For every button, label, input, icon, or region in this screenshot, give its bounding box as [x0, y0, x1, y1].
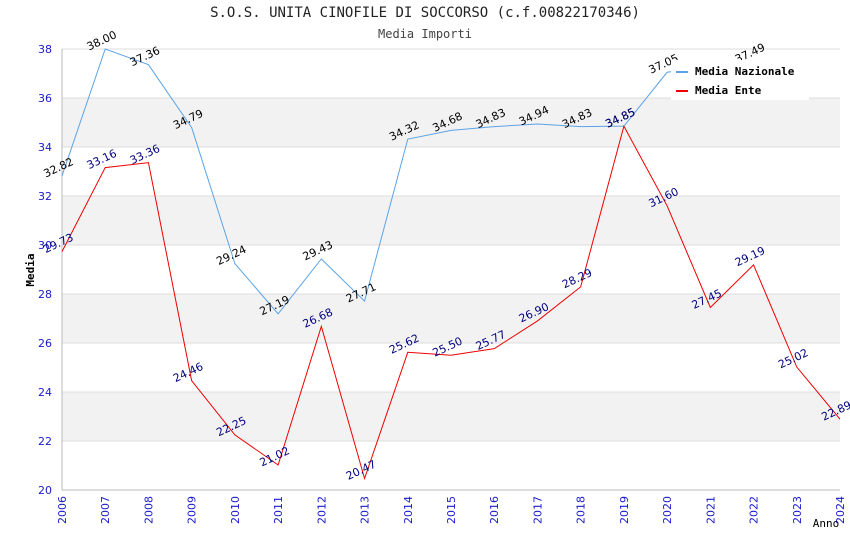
- x-axis-label: Anno: [813, 517, 840, 530]
- x-tick-label: 2017: [531, 496, 544, 524]
- y-tick-label: 38: [38, 43, 52, 56]
- legend-label: Media Nazionale: [695, 65, 795, 78]
- grid-band: [62, 245, 840, 294]
- grid-band: [62, 196, 840, 245]
- x-tick-label: 2022: [748, 496, 761, 524]
- x-tick-label: 2009: [186, 496, 199, 524]
- x-tick-label: 2021: [704, 496, 717, 524]
- x-tick-label: 2024: [834, 496, 847, 524]
- y-tick-label: 30: [38, 239, 52, 252]
- x-tick-label: 2006: [56, 496, 69, 524]
- x-tick-label: 2023: [791, 496, 804, 524]
- y-tick-label: 22: [38, 435, 52, 448]
- x-tick-label: 2007: [99, 496, 112, 524]
- x-tick-label: 2010: [229, 496, 242, 524]
- x-tick-label: 2008: [142, 496, 155, 524]
- x-tick-label: 2018: [575, 496, 588, 524]
- y-tick-label: 36: [38, 92, 52, 105]
- x-tick-label: 2014: [402, 496, 415, 524]
- x-tick-label: 2020: [661, 496, 674, 524]
- y-tick-label: 26: [38, 337, 52, 350]
- grid-band: [62, 294, 840, 343]
- chart-subtitle: Media Importi: [378, 27, 472, 41]
- series-line-1: [61, 124, 841, 481]
- x-tick-label: 2013: [359, 496, 372, 524]
- x-tick-label: 2011: [272, 496, 285, 524]
- grid-band: [62, 441, 840, 490]
- legend-label: Media Ente: [695, 84, 762, 97]
- y-tick-label: 28: [38, 288, 52, 301]
- y-tick-label: 24: [38, 386, 52, 399]
- x-tick-label: 2012: [315, 496, 328, 524]
- grid-band: [62, 392, 840, 441]
- y-axis-label: Media: [24, 253, 37, 286]
- y-tick-label: 34: [38, 141, 52, 154]
- x-tick-label: 2019: [618, 496, 631, 524]
- x-tick-label: 2016: [488, 496, 501, 524]
- chart-title: S.O.S. UNITA CINOFILE DI SOCCORSO (c.f.0…: [210, 5, 640, 21]
- x-tick-label: 2015: [445, 496, 458, 524]
- legend-box: [671, 60, 809, 100]
- grid-band: [62, 98, 840, 147]
- grid-band: [62, 147, 840, 196]
- legend: Media Nazionale Media Ente: [671, 60, 809, 100]
- grid-band: [62, 343, 840, 392]
- y-tick-label: 32: [38, 190, 52, 203]
- series-line-0: [61, 48, 754, 315]
- y-tick-label: 20: [38, 484, 52, 497]
